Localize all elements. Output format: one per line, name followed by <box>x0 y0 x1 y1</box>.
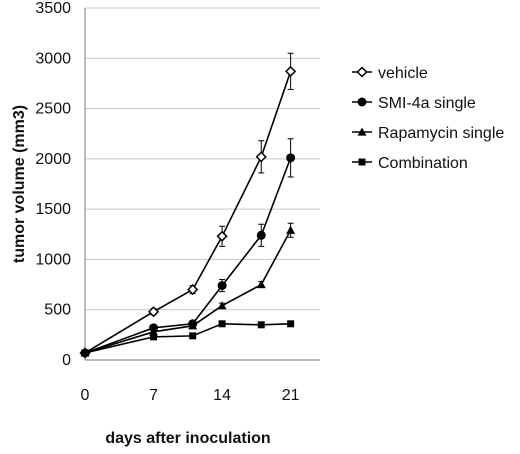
y-tick-label: 2000 <box>35 151 71 168</box>
data-point <box>81 349 89 357</box>
data-point <box>285 65 297 77</box>
legend-item: SMI-4a single <box>352 95 476 112</box>
data-point <box>257 321 265 329</box>
legend-label: Combination <box>378 155 468 172</box>
gridlines <box>85 7 320 311</box>
data-point <box>256 280 266 289</box>
data-point <box>217 301 227 310</box>
legend-item: Rapamycin single <box>352 125 504 142</box>
x-tick-labels: 0 7 14 21 <box>81 387 300 404</box>
series-3 <box>81 320 295 357</box>
y-axis-title: tumor volume (mm3) <box>11 105 28 263</box>
legend-item: Combination <box>352 155 468 172</box>
data-point <box>255 151 267 163</box>
x-axis-title: days after inoculation <box>105 430 270 447</box>
x-tick-label: 7 <box>149 387 158 404</box>
y-tick-label: 1500 <box>35 201 71 218</box>
x-tick-label: 14 <box>213 387 231 404</box>
y-tick-label: 2500 <box>35 101 71 118</box>
data-point <box>147 306 160 318</box>
data-point <box>216 230 228 242</box>
y-tick-label: 3500 <box>35 0 71 17</box>
series-line <box>84 71 292 354</box>
data-point <box>217 281 227 291</box>
y-tick-label: 1000 <box>35 251 71 268</box>
series-0 <box>79 52 297 359</box>
legend-marker <box>358 158 366 166</box>
series-line <box>84 322 291 354</box>
y-tick-label: 500 <box>44 302 71 319</box>
data-point <box>286 225 296 234</box>
legend-marker <box>356 66 368 78</box>
y-tick-label: 0 <box>62 352 71 369</box>
y-tick-labels: 0 500 1000 1500 2000 2500 3000 3500 <box>35 0 71 369</box>
series-line <box>84 229 292 354</box>
legend-label: vehicle <box>378 65 428 82</box>
data-point <box>187 284 199 296</box>
legend-marker <box>357 97 367 107</box>
legend-item: vehicle <box>352 65 428 82</box>
series-line <box>84 157 292 354</box>
legend-label: Rapamycin single <box>378 125 504 142</box>
legend: vehicle SMI-4a single Rapamycin single Comb… <box>352 65 504 172</box>
legend-marker <box>357 127 367 136</box>
data-point <box>286 153 296 163</box>
data-point <box>188 321 198 330</box>
y-tick-label: 3000 <box>35 50 71 67</box>
data-point <box>256 230 266 240</box>
data-point <box>287 320 295 328</box>
legend-label: SMI-4a single <box>378 95 476 112</box>
data-point <box>150 333 158 341</box>
data-series <box>79 52 297 359</box>
data-point <box>189 332 197 340</box>
x-tick-label: 21 <box>282 387 300 404</box>
data-point <box>218 320 226 328</box>
x-tick-label: 0 <box>81 387 90 404</box>
axes <box>84 8 320 361</box>
